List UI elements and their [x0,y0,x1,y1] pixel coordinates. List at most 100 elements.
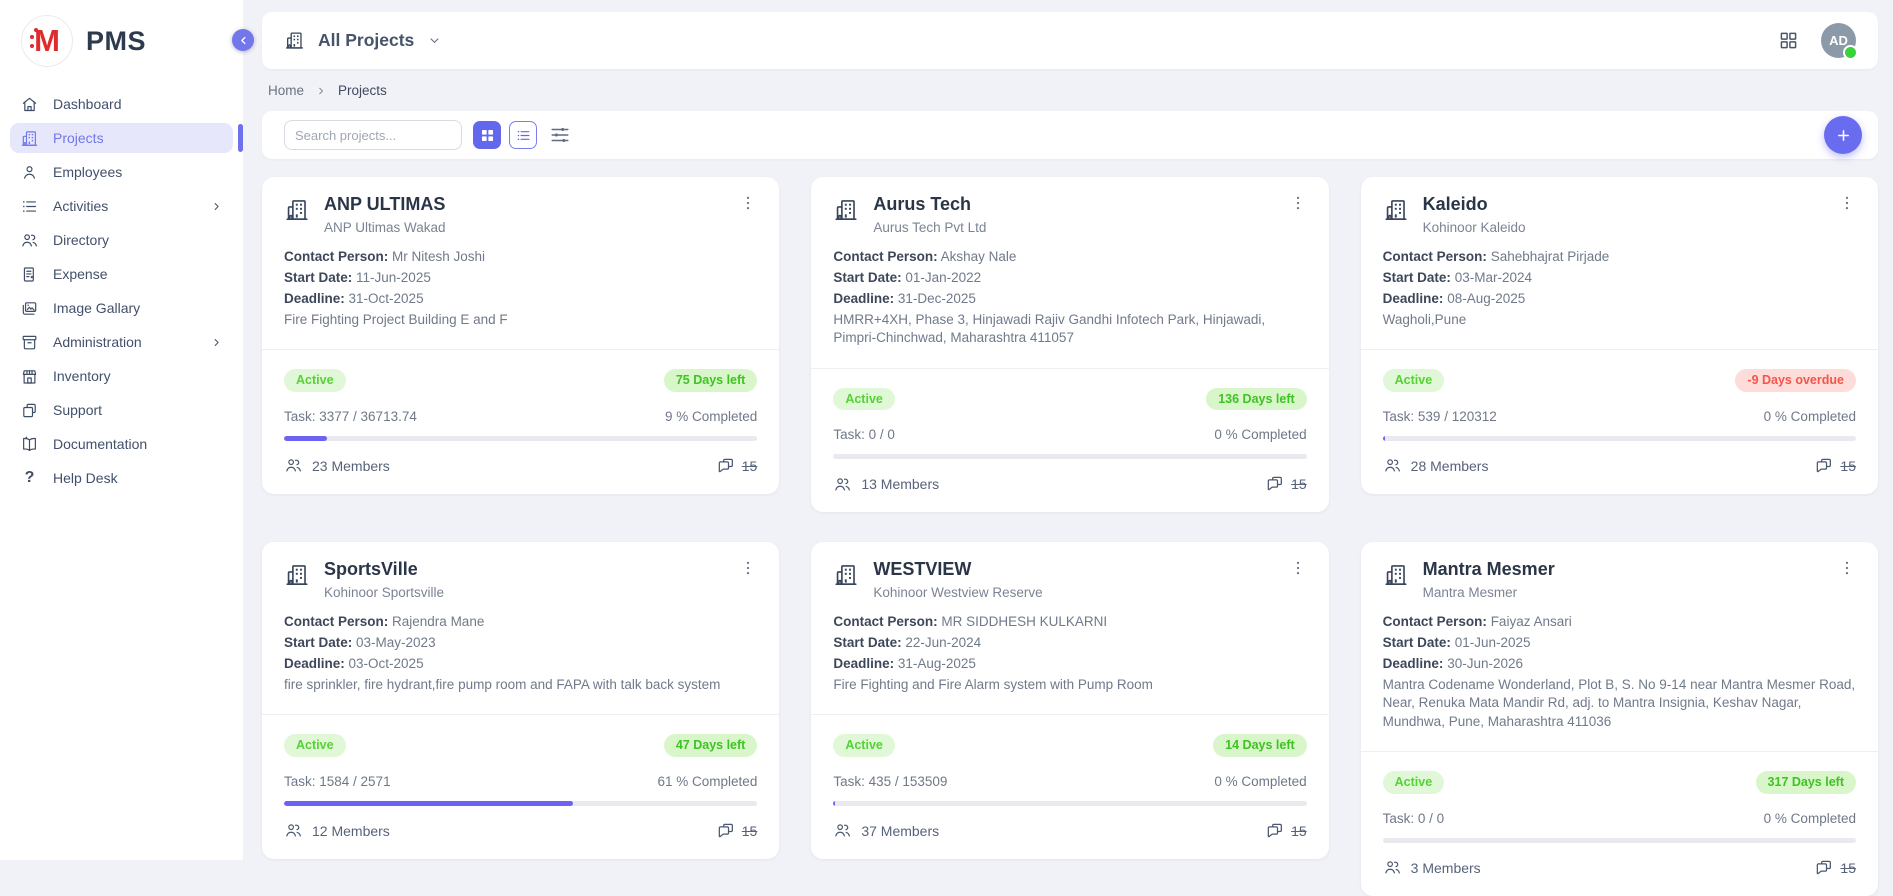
comments-button[interactable]: 15 [1814,858,1856,878]
card-menu-button[interactable] [739,194,757,214]
sidebar-item-image-gallary[interactable]: Image Gallary [10,293,233,323]
project-card: Kaleido Kohinoor Kaleido Contact Person:… [1360,177,1878,494]
comments-button[interactable]: 15 [1265,474,1307,494]
contact-person-label: Contact Person: [284,248,389,264]
project-subtitle: Aurus Tech Pvt Ltd [873,219,987,235]
start-date-row: Start Date: 11-Jun-2025 [284,269,757,286]
status-badge: Active [284,734,346,757]
card-bottom: Active 136 Days left Task: 0 / 0 0 % Com… [811,367,1329,513]
start-date-value: 11-Jun-2025 [356,269,431,285]
completed-percent: 0 % Completed [1763,810,1856,826]
sidebar-item-help-desk[interactable]: ? Help Desk [10,463,233,493]
status-badge: Active [284,369,346,392]
breadcrumb-home[interactable]: Home [268,83,305,98]
comments-button[interactable]: 15 [1814,456,1856,476]
question-icon: ? [24,469,35,486]
card-menu-button[interactable] [1289,194,1307,214]
task-count: Task: 435 / 153509 [833,773,948,789]
deadline-row: Deadline: 31-Oct-2025 [284,290,757,307]
receipt-icon [23,266,34,282]
sidebar-item-directory[interactable]: Directory [10,225,233,255]
project-subtitle: Kohinoor Westview Reserve [873,584,1043,600]
people-icon [22,233,37,246]
deadline-value: 30-Jun-2026 [1447,655,1523,671]
sidebar-item-label: Dashboard [53,96,122,112]
project-card: Aurus Tech Aurus Tech Pvt Ltd Contact Pe… [811,177,1329,513]
image-icon [22,301,37,315]
add-project-button[interactable] [1824,116,1862,154]
project-subtitle: Kohinoor Sportsville [324,584,445,600]
grid-view-button[interactable] [473,121,501,149]
project-card: ANP ULTIMAS ANP Ultimas Wakad Contact Pe… [262,177,780,494]
sidebar-item-activities[interactable]: Activities [10,191,233,221]
deadline-label: Deadline: [284,290,345,306]
chat-icon [1267,823,1283,838]
project-selector-dropdown[interactable]: All Projects [284,30,442,51]
progress-fill [284,800,573,806]
topbar: All Projects AD [262,12,1878,69]
card-menu-button[interactable] [1838,559,1856,579]
project-description: fire sprinkler, fire hydrant,fire pump r… [284,676,721,692]
main-content: All Projects AD Home Projects [243,0,1893,896]
contact-person-value: Mr Nitesh Joshi [392,248,486,264]
sidebar-item-inventory[interactable]: Inventory [10,361,233,391]
project-name: Mantra Mesmer [1422,559,1555,580]
sidebar-item-label: Activities [53,198,109,214]
comments-button[interactable]: 15 [716,456,758,476]
card-top: Mantra Mesmer Mantra Mesmer Contact Pers… [1361,542,1878,751]
contact-person-row: Contact Person: Faiyaz Ansari [1383,613,1856,630]
sidebar-item-employees[interactable]: Employees [10,157,233,187]
task-count: Task: 0 / 0 [833,427,895,443]
progress-fill [1382,435,1386,441]
status-badge: Active [833,387,895,411]
sidebar-item-label: Documentation [53,436,148,452]
completed-percent: 61 % Completed [657,773,758,789]
deadline-row: Deadline: 08-Aug-2025 [1383,290,1856,307]
start-date-label: Start Date: [284,634,353,650]
topbar-actions: AD [1778,23,1858,60]
comments-count: 15 [741,457,758,474]
card-bottom: Active 75 Days left Task: 3377 / 36713.7… [262,349,780,494]
start-date-label: Start Date: [833,634,902,650]
days-badge: 47 Days left [663,734,758,757]
projects-toolbar [262,111,1878,159]
sidebar-item-label: Administration [53,334,142,350]
start-date-value: 03-Mar-2024 [1454,269,1532,285]
kebab-icon [1845,196,1849,210]
start-date-row: Start Date: 01-Jan-2022 [833,269,1306,286]
comments-button[interactable]: 15 [716,821,757,841]
search-input[interactable] [284,120,462,150]
sidebar-item-expense[interactable]: Expense [10,259,233,289]
sidebar-item-label: Employees [53,164,123,180]
project-card: Mantra Mesmer Mantra Mesmer Contact Pers… [1360,542,1878,896]
filter-button[interactable] [549,124,571,146]
user-avatar[interactable]: AD [1821,23,1858,60]
sidebar-item-projects[interactable]: Projects [10,123,243,153]
book-icon [23,435,36,451]
sidebar-item-label: Expense [53,266,108,282]
sidebar-collapse-button[interactable] [232,29,254,51]
contact-person-row: Contact Person: MR SIDDHESH KULKARNI [833,613,1306,630]
sidebar-item-support[interactable]: Support [10,395,233,425]
sidebar-item-dashboard[interactable]: Dashboard [10,89,233,119]
progress-bar [833,454,1307,460]
card-menu-button[interactable] [739,559,757,579]
card-bottom: Active -9 Days overdue Task: 539 / 12031… [1360,349,1878,494]
sidebar-item-documentation[interactable]: Documentation [10,429,233,459]
apps-grid-button[interactable] [1778,30,1799,51]
members-count: 37 Members [833,821,939,840]
kebab-icon [1296,196,1299,210]
comments-button[interactable]: 15 [1265,821,1307,841]
card-menu-button[interactable] [1289,559,1307,579]
contact-person-value: Akshay Nale [940,248,1017,264]
status-badge: Active [1382,369,1445,392]
list-view-button[interactable] [509,121,537,149]
kebab-icon [747,561,750,575]
sidebar-item-administration[interactable]: Administration [10,327,233,357]
project-name: WESTVIEW [873,559,972,580]
card-menu-button[interactable] [1838,194,1856,214]
days-badge: -9 Days overdue [1735,369,1856,392]
project-card: WESTVIEW Kohinoor Westview Reserve Conta… [811,542,1329,859]
comments-count: 15 [1840,859,1856,876]
members-label: 37 Members [861,822,940,839]
